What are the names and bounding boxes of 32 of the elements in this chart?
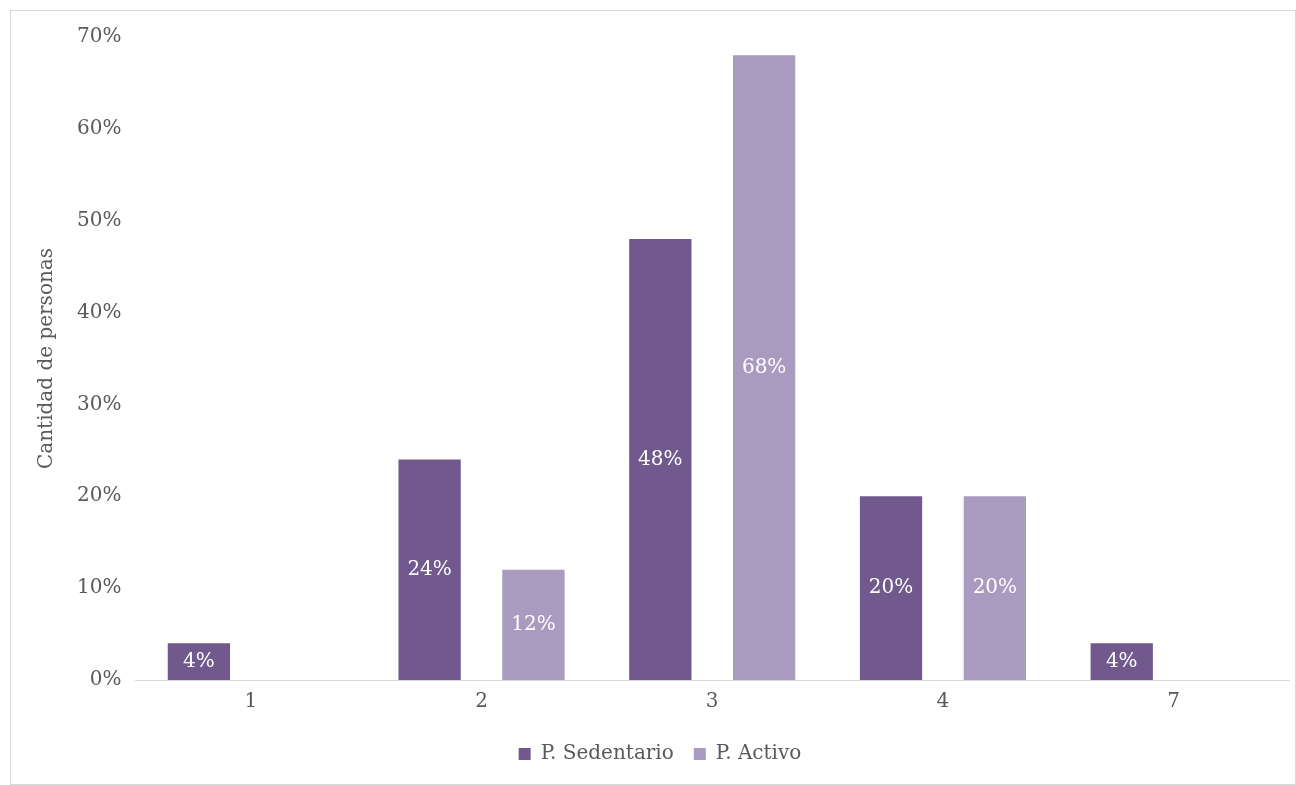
- legend-label: P. Sedentario: [540, 740, 674, 765]
- bar: [859, 496, 923, 680]
- y-tick-label: 20%: [77, 482, 122, 507]
- y-tick-label: 70%: [77, 23, 122, 48]
- x-tick-label: 3: [705, 688, 719, 713]
- y-tick-label: 10%: [77, 574, 122, 599]
- bar: [398, 459, 461, 680]
- data-label: 48%: [638, 445, 683, 470]
- bar: [502, 569, 565, 680]
- x-tick-label: 1: [244, 688, 258, 713]
- data-label: 68%: [741, 353, 787, 378]
- bar: [629, 239, 692, 680]
- y-axis-title: Cantidad de personas: [33, 248, 58, 469]
- data-label: 4%: [1105, 647, 1138, 672]
- data-label: 24%: [407, 555, 452, 580]
- data-label: 12%: [511, 611, 556, 636]
- y-tick-label: 60%: [77, 115, 122, 140]
- y-tick-label: 0%: [89, 666, 122, 691]
- y-tick-label: 50%: [77, 206, 122, 231]
- data-label: 20%: [868, 574, 914, 599]
- y-tick-label: 30%: [77, 390, 122, 415]
- bar: [732, 55, 796, 680]
- bar: [167, 643, 231, 680]
- data-label: 20%: [972, 574, 1018, 599]
- y-tick-label: 40%: [77, 298, 122, 323]
- bar: [963, 496, 1026, 680]
- bar: [1090, 643, 1153, 680]
- data-label: 4%: [183, 647, 215, 672]
- x-tick-label: 2: [475, 688, 488, 713]
- x-tick-label: 7: [1167, 688, 1181, 713]
- legend-label: P. Activo: [715, 740, 802, 765]
- x-tick-label: 4: [936, 688, 950, 713]
